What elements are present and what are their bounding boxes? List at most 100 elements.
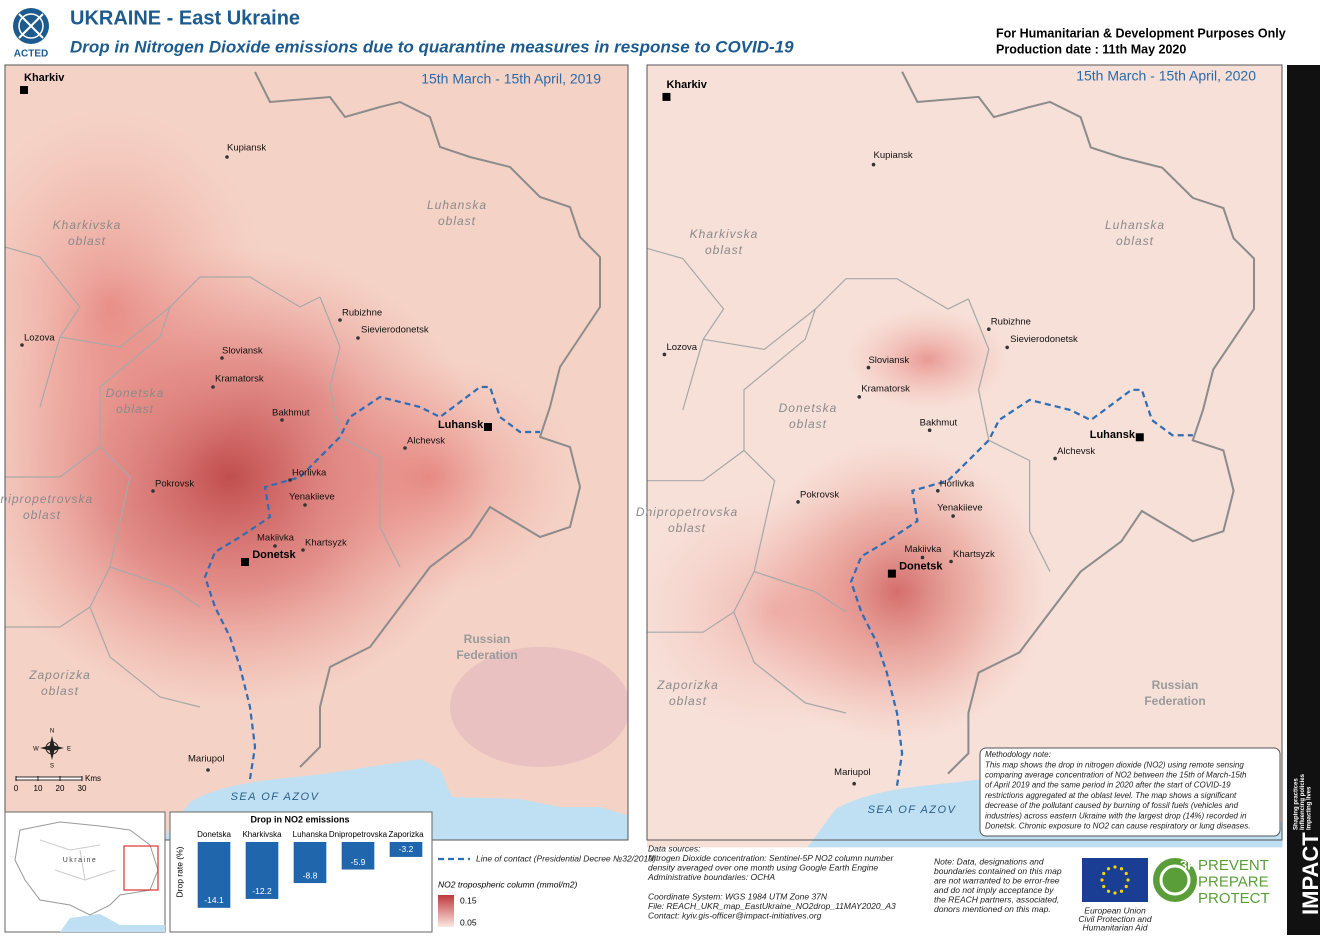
value-label: -12.2: [252, 886, 272, 896]
city-marker: [356, 336, 360, 340]
x-tick-label: Dnipropetrovska: [329, 830, 388, 839]
period: 15th March - 15th April, 2019: [421, 71, 601, 87]
city-marker: [403, 446, 407, 450]
city-label: Lozova: [24, 333, 55, 344]
badge: 3P: [1180, 857, 1196, 872]
city-marker: [949, 559, 953, 564]
city-marker: [1053, 456, 1057, 461]
region-label: Dnipropetrovska: [636, 505, 738, 519]
region-label: oblast: [789, 417, 827, 431]
city-marker: [927, 428, 932, 433]
text-line: European Union: [1084, 905, 1146, 915]
eu-star: [1100, 878, 1104, 882]
city-label: Kupiansk: [874, 150, 913, 161]
scale-label: 10: [34, 784, 43, 793]
text-line: Note: Data, designations and: [934, 856, 1044, 866]
region-label: Kharkivska: [53, 218, 122, 232]
compass-label: S: [50, 764, 54, 770]
city-marker: [662, 92, 671, 101]
value-label: -8.8: [303, 870, 318, 880]
region-label: oblast: [116, 402, 154, 416]
city-marker: [151, 489, 155, 493]
value-label: -5.9: [351, 857, 366, 867]
eu-star: [1102, 871, 1106, 876]
compass: N S W E: [33, 729, 71, 770]
city-label: Horlivka: [940, 478, 975, 489]
city-marker: [303, 503, 307, 507]
city-marker: [338, 318, 342, 322]
city-marker: [662, 352, 667, 357]
text-line: industries) across eastern Ukraine with …: [985, 811, 1247, 820]
city-marker: [866, 365, 871, 370]
value-label: -14.1: [204, 895, 224, 905]
city-label: Alchevsk: [407, 436, 445, 447]
city-label: Sievierodonetsk: [361, 325, 429, 336]
region-label: oblast: [41, 684, 79, 698]
bar: [389, 842, 423, 857]
city-marker: [273, 544, 277, 548]
map-labels: Kharkiv Kupiansk Lozova Rubizhne Sievierodon…: [0, 72, 1206, 816]
city-marker: [225, 155, 229, 159]
city-marker: [301, 548, 305, 552]
text-line: Contact: kyiv.gis-officer@impact-initiat…: [648, 910, 822, 920]
city-label: Mariupol: [834, 767, 870, 778]
city-marker: [987, 327, 991, 332]
scale-label: 0: [14, 784, 19, 793]
city-label: Kharkiv: [666, 79, 707, 91]
city-label: Bakhmut: [920, 418, 958, 429]
text-line: donors mentioned on this map.: [934, 904, 1051, 914]
city-label: Kramatorsk: [861, 383, 910, 394]
city-label: Donetsk: [899, 561, 943, 573]
scale-label: 30: [78, 784, 87, 793]
city-marker: [887, 569, 896, 578]
city-label: Rubizhne: [991, 317, 1031, 328]
scale-bar-body: [15, 776, 83, 781]
text-line: Nitrogen Dioxide concentration: Sentinel…: [648, 853, 895, 863]
city-label: Horlivka: [292, 468, 327, 479]
city-marker: [241, 558, 249, 566]
eu-star: [1102, 884, 1106, 889]
city-label: Lozova: [666, 342, 697, 353]
region-label: Donetska: [779, 401, 838, 415]
region-label: Federation: [456, 648, 517, 662]
city-label: Kramatorsk: [215, 374, 264, 385]
text-line: Humanitarian Aid: [1083, 922, 1148, 932]
city-label: Sloviansk: [222, 346, 263, 357]
bar: [341, 842, 375, 870]
text-line: Coordinate System: WGS 1984 UTM Zone 37N: [648, 891, 828, 901]
city-label: Kupiansk: [227, 143, 266, 154]
city-label: Khartsyzk: [953, 549, 995, 560]
text-line: boundaries contained on this map: [934, 866, 1062, 876]
city-label: Yenakiieve: [289, 492, 335, 503]
city-label: Luhansk: [438, 419, 484, 431]
region-label: Russian: [464, 632, 511, 646]
eu-star: [1106, 867, 1111, 871]
eu-star: [1119, 867, 1124, 871]
compass-label: E: [67, 747, 71, 753]
city-marker: [871, 162, 876, 167]
text-line: Administrative boundaries: OCHA: [647, 872, 775, 882]
map-2019: [4, 64, 629, 841]
region-label: oblast: [669, 694, 707, 708]
legend-low: 0.05: [460, 917, 477, 927]
city-label: Makiivka: [905, 544, 943, 555]
compass-label: N: [50, 729, 54, 735]
city-label: Mariupol: [188, 754, 224, 765]
bar: [245, 842, 279, 899]
text-line: of April 2019 and the same period in 202…: [985, 781, 1231, 790]
city-label: Bakhmut: [272, 408, 310, 419]
city-marker: [1135, 433, 1144, 442]
region-label: oblast: [438, 214, 476, 228]
region-label: oblast: [668, 521, 706, 535]
region-label: Russian: [1152, 678, 1199, 692]
eu-star: [1106, 889, 1111, 893]
city-label: Makiivka: [257, 533, 295, 544]
disclaimer: For Humanitarian & Development Purposes …: [996, 26, 1286, 40]
scale-unit: Kms: [85, 774, 101, 783]
region-label: oblast: [1116, 234, 1154, 248]
period: 15th March - 15th April, 2020: [1076, 68, 1256, 84]
region-label: Zaporizka: [656, 678, 719, 692]
y-axis-label: Drop rate (%): [174, 846, 184, 897]
legend-no2-title: NO2 tropospheric column (mmol/m2): [438, 879, 578, 889]
